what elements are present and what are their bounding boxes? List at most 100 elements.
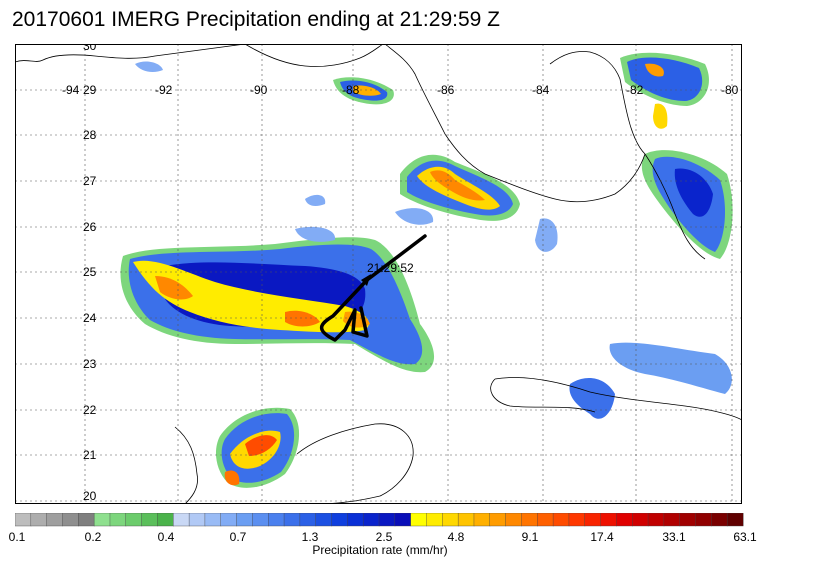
colorbar-cell: [552, 513, 570, 527]
colorbar-cell: [521, 513, 538, 527]
colorbar-cell: [489, 513, 507, 527]
colorbar-cell: [141, 513, 158, 527]
lat-label: 27: [83, 174, 97, 188]
lat-label: 23: [83, 357, 97, 371]
colorbar-cell: [362, 513, 380, 527]
colorbar-cell: [188, 513, 206, 527]
colorbar-cell: [442, 513, 459, 527]
colorbar-tick-label: 0.2: [84, 530, 102, 544]
colorbar-cell: [632, 513, 649, 527]
colorbar-cell: [584, 513, 602, 527]
lat-label: 26: [83, 220, 97, 234]
colorbar-cell: [109, 513, 127, 527]
colorbar-cell: [410, 513, 427, 527]
lon-label: -86: [437, 83, 455, 97]
colorbar-cell: [204, 513, 222, 527]
rain-region-tr-orange: [645, 63, 664, 77]
satellite-track: [319, 234, 427, 342]
colorbar-cell: [537, 513, 554, 527]
track-arrow-icon: [361, 274, 371, 286]
grid-lines: [15, 44, 742, 504]
colorbar-cell: [647, 513, 665, 527]
lon-labels: -94 -92 -90 -88 -86 -84 -82 -80: [62, 83, 739, 97]
colorbar-cell: [726, 513, 744, 527]
colorbar-cell: [331, 513, 348, 527]
colorbar-cell: [426, 513, 443, 527]
colorbar: [15, 513, 744, 527]
colorbar-cell: [711, 513, 728, 527]
lat-label: 28: [83, 128, 97, 142]
lon-label: -90: [250, 83, 268, 97]
colorbar-cell: [679, 513, 697, 527]
rain-region-cuba2: [569, 378, 615, 419]
lat-label: 22: [83, 403, 97, 417]
colorbar-cell: [268, 513, 285, 527]
rain-region-cell-d: [395, 208, 434, 225]
lat-labels: 30 29 28 27 26 25 24 23 22 21 20: [83, 44, 97, 503]
colorbar-tick-label: 1.3: [301, 530, 319, 544]
lat-label: 20: [83, 489, 97, 503]
rain-region-cell-e: [135, 61, 163, 72]
colorbar-tick-label: 9.1: [521, 530, 539, 544]
colorbar-cell: [457, 513, 475, 527]
colorbar-cell: [283, 513, 301, 527]
coastlines: [15, 44, 742, 504]
colorbar-cell: [299, 513, 317, 527]
track-line: [365, 234, 427, 282]
colorbar-tick-label: 33.1: [662, 530, 686, 544]
lon-label: -88: [342, 83, 360, 97]
colorbar-cells: [15, 513, 744, 527]
rain-region-south-red: [245, 435, 277, 456]
track-time-label: 21:29:52: [367, 261, 414, 275]
colorbar-cell: [220, 513, 238, 527]
precipitation-map: 21:29:52 -94 -92 -90 -88 -86 -84 -82 -80…: [15, 44, 742, 504]
lon-label: -80: [721, 83, 739, 97]
colorbar-tick-label: 63.1: [733, 530, 757, 544]
colorbar-cell: [62, 513, 79, 527]
colorbar-cell: [30, 513, 48, 527]
colorbar-cell: [252, 513, 269, 527]
colorbar-cell: [236, 513, 253, 527]
colorbar-cell: [347, 513, 364, 527]
rain-region-top-orange: [353, 85, 381, 96]
lat-label: 25: [83, 265, 97, 279]
rain-region-fl-dark: [674, 168, 713, 217]
track-loop: [319, 278, 369, 342]
colorbar-cell: [394, 513, 412, 527]
colorbar-tick-label: 0.4: [157, 530, 175, 544]
colorbar-tick-label: 17.4: [590, 530, 614, 544]
lon-label: -82: [626, 83, 644, 97]
rain-region-cell-b: [295, 226, 336, 242]
colorbar-cell: [663, 513, 681, 527]
lon-label: -84: [532, 83, 550, 97]
colorbar-cell: [125, 513, 143, 527]
rain-region-cell-c: [305, 194, 326, 207]
colorbar-cell: [695, 513, 712, 527]
colorbar-cell: [15, 513, 32, 527]
colorbar-cell: [46, 513, 63, 527]
lat-label: 29: [83, 83, 97, 97]
colorbar-cell: [600, 513, 617, 527]
colorbar-cell: [378, 513, 396, 527]
colorbar-cell: [315, 513, 333, 527]
lat-label: 24: [83, 311, 97, 325]
map-frame: [15, 44, 742, 504]
colorbar-cell: [78, 513, 95, 527]
colorbar-cell: [616, 513, 633, 527]
colorbar-cell: [157, 513, 174, 527]
colorbar-title: Precipitation rate (mm/hr): [312, 543, 448, 557]
rain-region-main-orange: [155, 276, 193, 300]
colorbar-cell: [505, 513, 522, 527]
colorbar-cell: [173, 513, 190, 527]
colorbar-cell: [473, 513, 491, 527]
rain-region-south-orange: [224, 470, 240, 486]
rain-region-tr-blue: [627, 57, 703, 101]
rain-region-ne-orange: [430, 170, 485, 201]
map-title: 20170601 IMERG Precipitation ending at 2…: [12, 8, 500, 31]
lat-label: 30: [83, 44, 97, 53]
rain-region-main-orange2: [285, 310, 320, 327]
colorbar-tick-label: 0.1: [8, 530, 26, 544]
rain-region-cuba: [609, 342, 732, 394]
lon-label: -94: [62, 83, 80, 97]
lat-label: 21: [83, 448, 97, 462]
